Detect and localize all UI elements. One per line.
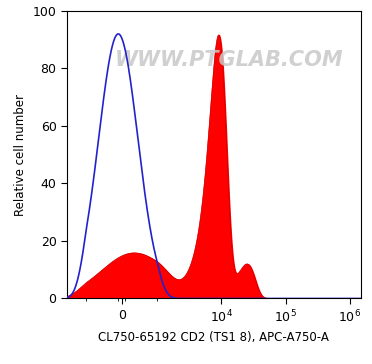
Y-axis label: Relative cell number: Relative cell number <box>14 94 27 216</box>
X-axis label: CL750-65192 CD2 (TS1 8), APC-A750-A: CL750-65192 CD2 (TS1 8), APC-A750-A <box>99 331 329 344</box>
Text: WWW.PTGLAB.COM: WWW.PTGLAB.COM <box>114 50 343 70</box>
